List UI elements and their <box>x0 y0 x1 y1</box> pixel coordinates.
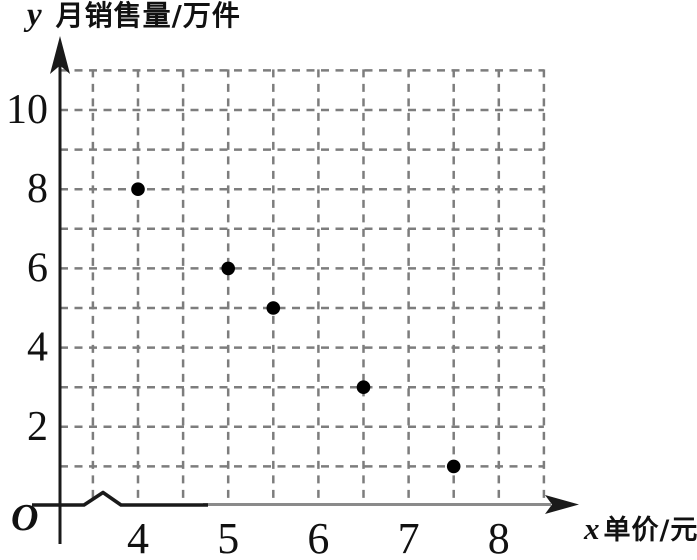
data-point <box>221 261 235 276</box>
x-axis-variable: x <box>584 511 600 546</box>
gridlines-horizontal <box>60 69 544 468</box>
chart-title: y 月销售量/万件 <box>27 0 241 34</box>
data-point <box>131 182 145 196</box>
x-tick-label: 4 <box>127 514 149 560</box>
y-axis-variable: y <box>27 0 42 33</box>
data-point <box>356 380 371 395</box>
y-tick-labels: 2 4 6 8 10 <box>6 87 48 450</box>
y-axis-arrow-icon <box>50 36 70 74</box>
x-tick-label: 5 <box>217 514 239 560</box>
y-axis-title-text: 月销售量/万件 <box>55 0 241 32</box>
y-tick-label: 10 <box>6 87 48 133</box>
gridlines-vertical <box>91 69 546 500</box>
y-tick-label: 2 <box>27 404 48 450</box>
axes <box>32 36 579 544</box>
x-axis-arrow-icon <box>545 495 579 514</box>
x-axis-break-icon <box>32 490 208 507</box>
x-axis-title-text: 单价/元 <box>603 515 697 546</box>
x-tick-labels: 4 5 6 7 8 <box>127 514 510 560</box>
x-tick-label: 7 <box>398 514 420 560</box>
y-tick-label: 8 <box>27 166 48 212</box>
data-point <box>446 459 461 474</box>
x-tick-label: 8 <box>488 514 510 560</box>
origin-label: O <box>11 497 39 539</box>
x-tick-label: 6 <box>307 514 329 560</box>
x-axis-label: x 单价/元 <box>584 508 697 547</box>
y-tick-label: 4 <box>27 325 48 371</box>
y-tick-label: 6 <box>27 245 48 291</box>
data-point <box>266 301 281 315</box>
data-points <box>131 182 461 474</box>
